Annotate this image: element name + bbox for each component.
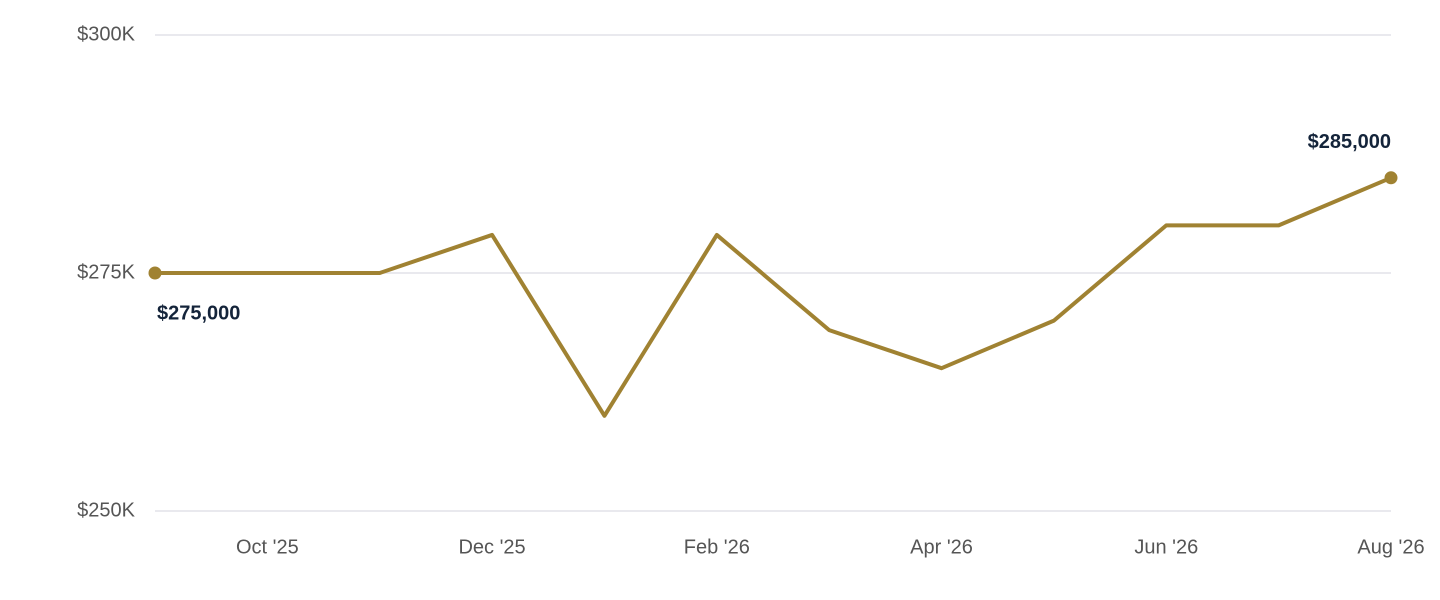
x-tick-label: Oct '25 — [236, 536, 299, 558]
y-tick-label: $250K — [77, 499, 135, 521]
x-tick-label: Aug '26 — [1357, 536, 1424, 558]
y-tick-label: $275K — [77, 261, 135, 283]
value-label: $275,000 — [157, 302, 240, 324]
x-tick-label: Jun '26 — [1134, 536, 1198, 558]
y-tick-label: $300K — [77, 23, 135, 45]
value-label: $285,000 — [1308, 131, 1391, 153]
x-tick-label: Dec '25 — [458, 536, 525, 558]
point-marker — [148, 266, 162, 280]
point-marker — [1384, 171, 1398, 185]
x-tick-label: Apr '26 — [910, 536, 973, 558]
x-tick-label: Feb '26 — [684, 536, 750, 558]
line — [155, 175, 1392, 418]
